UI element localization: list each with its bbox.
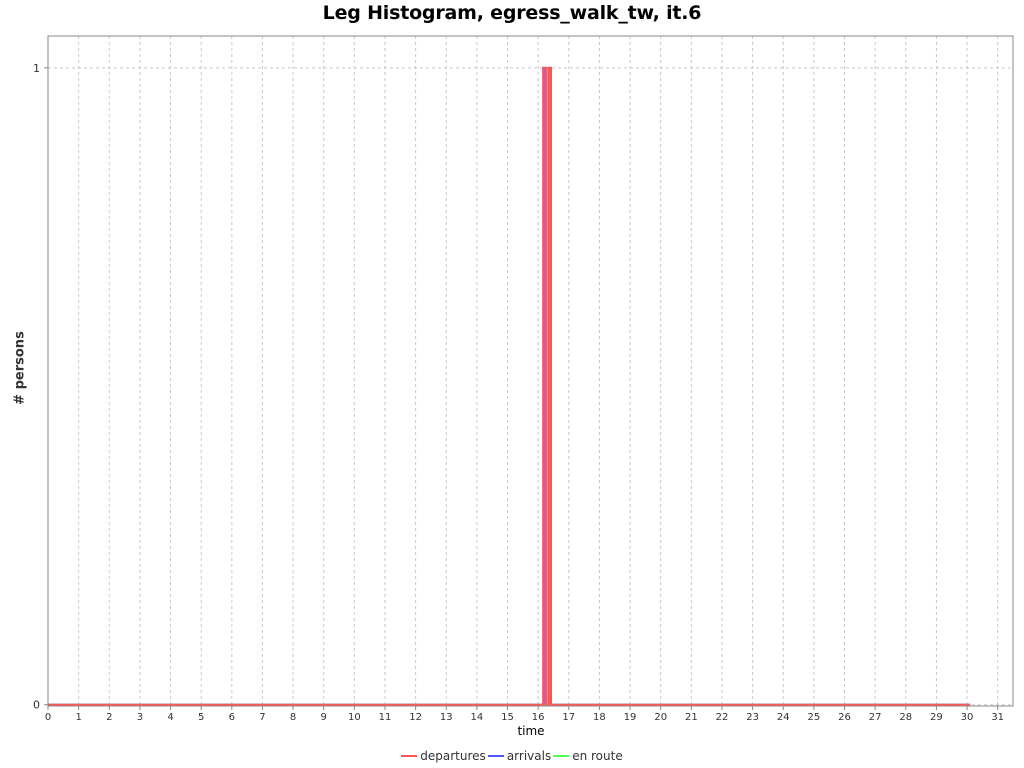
x-tick-label: 14 [471,712,484,723]
x-tick-label: 23 [746,712,759,723]
legend-swatch [401,755,418,757]
x-tick-label: 4 [167,712,173,723]
x-tick-label: 1 [75,712,81,723]
legend: departures arrivals en route [0,749,1024,763]
legend-label: departures [420,749,486,763]
x-tick-label: 31 [991,712,1004,723]
legend-item-en-route: en route [553,749,623,763]
grid [47,36,1013,706]
x-tick-label: 11 [379,712,392,723]
x-tick-label: 26 [838,712,851,723]
x-axis-label: time [517,724,545,738]
x-tick-label: 0 [45,712,51,723]
x-tick-label: 16 [532,712,545,723]
x-tick-label: 17 [562,712,575,723]
legend-label: arrivals [506,749,552,763]
x-tick-label: 24 [777,712,790,723]
legend-item-departures: departures [401,749,486,763]
x-tick-label: 20 [654,712,667,723]
x-tick-label: 2 [106,712,112,723]
plot-border [47,35,1014,707]
x-tick-label: 27 [869,712,882,723]
legend-item-arrivals: arrivals [487,749,552,763]
x-tick-label: 6 [229,712,235,723]
series-layer [48,66,971,706]
x-tick-label: 13 [440,712,453,723]
x-tick-label: 15 [501,712,514,723]
x-tick-label: 29 [930,712,943,723]
x-tick-label: 3 [137,712,143,723]
x-tick-label: 9 [321,712,327,723]
series-line-arrivals [48,66,971,706]
x-tick-label: 25 [808,712,821,723]
x-tick-label: 18 [593,712,606,723]
x-tick-label: 22 [716,712,729,723]
x-tick-label: 7 [259,712,265,723]
histogram-bar [548,67,551,705]
legend-swatch [553,755,570,757]
x-tick-label: 19 [624,712,637,723]
chart-title: Leg Histogram, egress_walk_tw, it.6 [322,2,702,24]
y-tick-label: 0 [33,699,40,712]
legend-swatch [487,755,504,757]
y-axis-label: # persons [12,331,28,405]
x-tick-label: 10 [348,712,361,723]
x-tick-label: 28 [899,712,912,723]
series-line-departures [48,66,971,706]
y-tick-label: 1 [33,62,40,75]
histogram-bar [543,67,546,705]
legend-label: en route [572,749,623,763]
x-tick-label: 12 [409,712,422,723]
x-tick-label: 8 [290,712,296,723]
axis-ticks: 0 1 2 3 4 5 6 7 8 9 10 11 12 13 14 15 16 17 18 19 20 21 22 23 24… [33,62,1004,723]
x-tick-label: 5 [198,712,204,723]
x-tick-label: 30 [961,712,974,723]
x-tick-label: 21 [685,712,698,723]
